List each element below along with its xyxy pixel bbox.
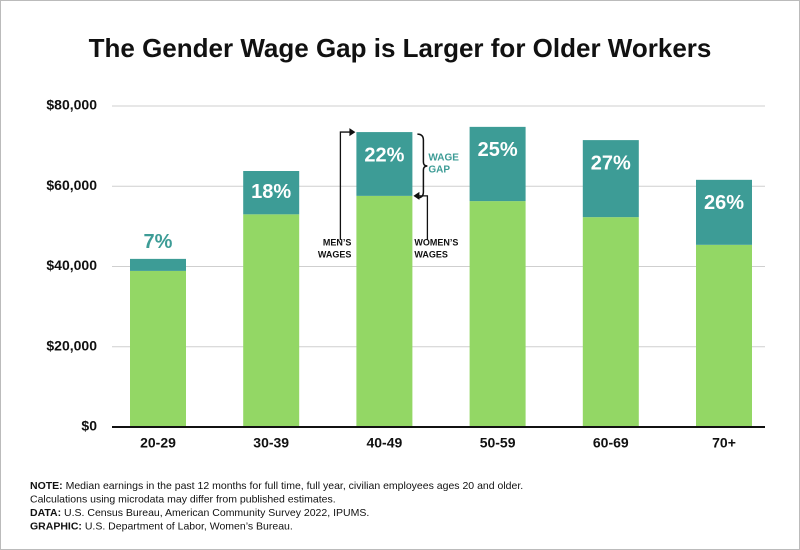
y-tick-label: $20,000: [46, 337, 97, 353]
gap-label: 26%: [704, 192, 744, 214]
bar-segment: [130, 258, 186, 271]
gap-label: 22%: [364, 144, 404, 166]
footnote: Calculations using microdata may differ …: [30, 493, 336, 505]
brace: [417, 133, 428, 199]
annotation-arrow: [339, 131, 353, 240]
footnote-text: U.S. Census Bureau, American Community S…: [64, 507, 369, 519]
x-tick-label: 50-59: [480, 435, 516, 451]
x-tick-label: 60-69: [593, 435, 629, 451]
arrowhead: [349, 128, 356, 137]
x-tick-label: 20-29: [140, 435, 176, 451]
gap-label: 27%: [591, 152, 631, 174]
annotation: WOMEN’S: [414, 237, 458, 247]
x-tick-label: 30-39: [253, 435, 289, 451]
chart-title: The Gender Wage Gap is Larger for Older …: [89, 33, 712, 63]
y-tick-label: $80,000: [46, 97, 97, 113]
gap-label: 7%: [144, 231, 173, 253]
annotation: GAP: [428, 165, 450, 176]
annotation: MEN’S: [323, 237, 352, 247]
footnote-label: GRAPHIC:: [30, 520, 82, 532]
x-tick-label: 70+: [712, 435, 736, 451]
bar-segment: [243, 171, 300, 215]
bar-segment: [696, 179, 752, 245]
y-tick-label: $0: [81, 418, 97, 434]
footnote: GRAPHIC: U.S. Department of Labor, Women…: [30, 520, 293, 532]
annotation: WAGES: [318, 249, 352, 259]
annotation: WAGES: [414, 249, 448, 259]
bar-segment: [469, 201, 526, 427]
y-tick-label: $40,000: [46, 257, 97, 273]
bar-segment: [582, 140, 639, 218]
footnote-text: U.S. Department of Labor, Women’s Bureau…: [85, 520, 293, 532]
footnote: DATA: U.S. Census Bureau, American Commu…: [30, 507, 369, 519]
bar-segment: [356, 195, 413, 427]
footnote-text: Median earnings in the past 12 months fo…: [66, 480, 524, 492]
y-tick-label: $60,000: [46, 177, 97, 193]
x-tick-label: 40-49: [366, 435, 402, 451]
footnote-text: Calculations using microdata may differ …: [30, 493, 336, 505]
gap-label: 25%: [478, 139, 518, 161]
bar-segment: [582, 217, 639, 427]
bar-segment: [243, 214, 300, 427]
footnote-label: DATA:: [30, 507, 61, 519]
bar-segment: [356, 132, 413, 196]
bar-segment: [469, 126, 526, 202]
gap-label: 18%: [251, 181, 291, 203]
annotation-arrow: [416, 195, 429, 240]
footnote: NOTE: Median earnings in the past 12 mon…: [30, 480, 523, 492]
footnote-label: NOTE:: [30, 480, 63, 492]
annotation: WAGE: [428, 153, 459, 164]
bar-segment: [696, 244, 752, 427]
bar-segment: [130, 270, 186, 427]
